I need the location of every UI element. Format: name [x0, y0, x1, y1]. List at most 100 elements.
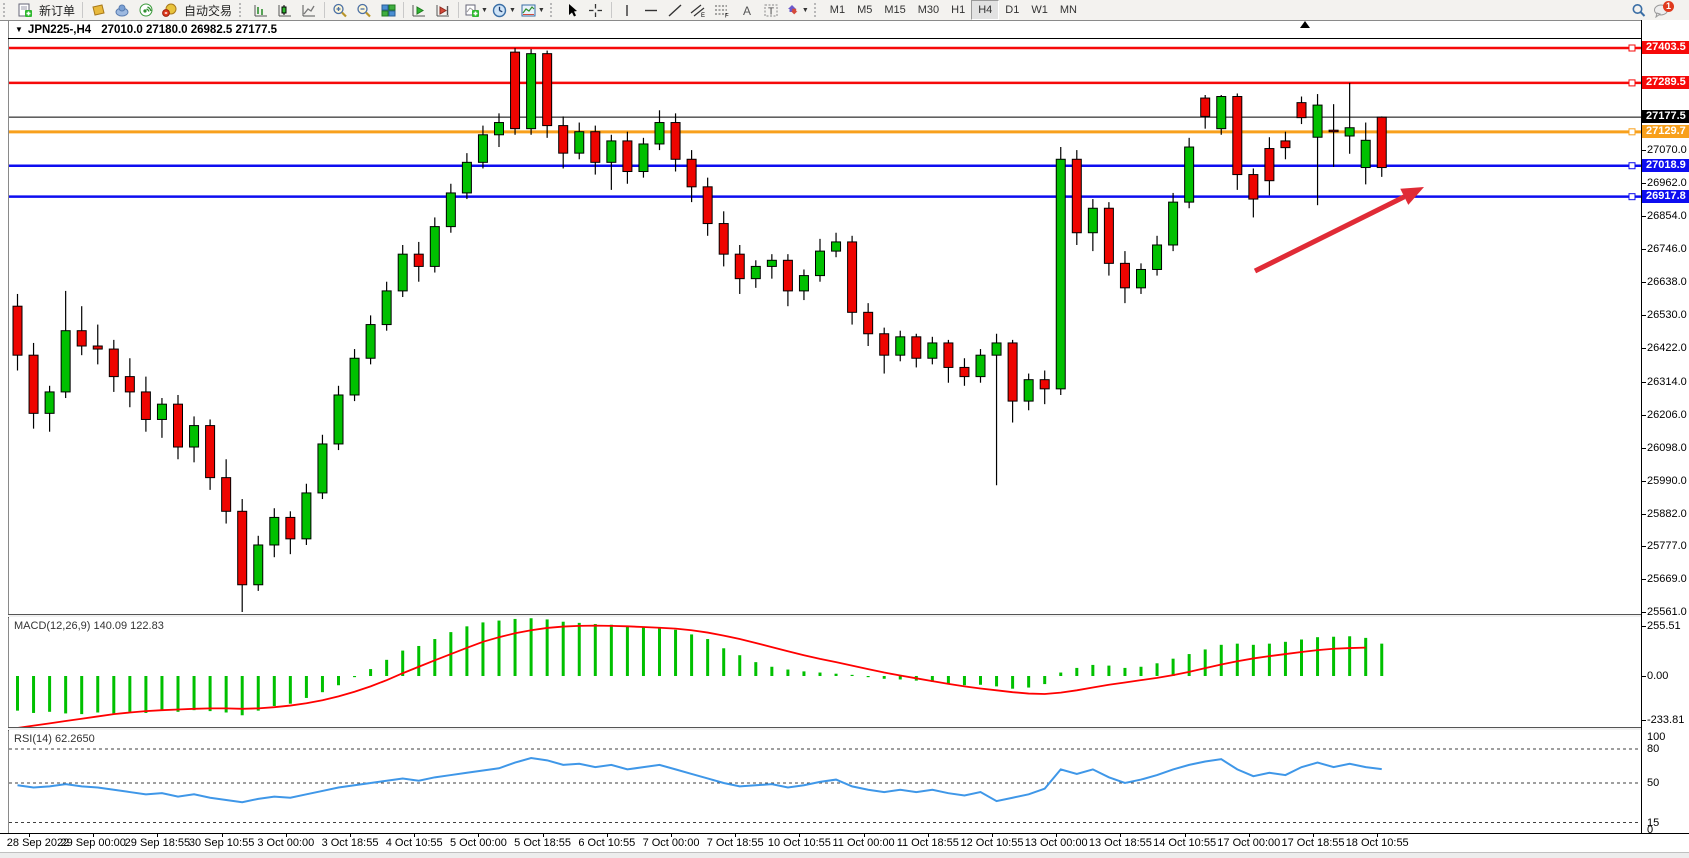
time-axis-label: 3 Oct 18:55 [321, 837, 379, 849]
tile-windows-button[interactable] [376, 1, 400, 19]
svg-text:F: F [725, 13, 729, 18]
fibonacci-tool-button[interactable]: F [711, 1, 735, 19]
timeframe-m30[interactable]: M30 [917, 4, 940, 16]
bull-candle [574, 131, 585, 154]
horizontal-scrollbar[interactable] [0, 852, 1689, 858]
timeframe-mn[interactable]: MN [1059, 4, 1077, 16]
bull-candle [975, 354, 986, 378]
bear-candle [221, 477, 232, 512]
search-button[interactable] [1627, 1, 1651, 19]
timeframe-m5[interactable]: M5 [857, 4, 873, 16]
zoom-in-button[interactable] [328, 1, 352, 19]
bear-candle [702, 186, 713, 225]
new-order-label[interactable]: 新订单 [39, 3, 76, 18]
timeframe-group: M1 M5 M15 M30 H1 H4 D1 W1 MN [824, 0, 1083, 20]
add-indicator-button[interactable]: ▼ [462, 1, 490, 19]
bear-candle [1007, 342, 1018, 402]
periods-button[interactable]: ▼ [490, 1, 518, 19]
bull-candle [1168, 201, 1179, 246]
bear-candle [28, 354, 39, 414]
chart-shift-button[interactable] [431, 1, 455, 19]
new-order-button[interactable] [13, 1, 37, 19]
time-axis-label: 5 Oct 00:00 [449, 837, 507, 849]
text-label-icon: T [764, 4, 778, 17]
scroll-to-end-marker[interactable] [1300, 21, 1310, 28]
macd-scale-label: -233.81 [1647, 714, 1685, 726]
price-line-badge: 27403.5 [1642, 41, 1689, 54]
rsi-pane[interactable] [9, 730, 1641, 833]
bull-candle [333, 394, 344, 445]
chart-window: ▼ JPN225-,H4 27010.0 27180.0 26982.5 271… [0, 20, 1689, 858]
candlestick-chart-icon [278, 4, 292, 16]
bear-candle [879, 333, 890, 356]
cursor-tool-button[interactable] [560, 1, 584, 19]
main-toolbar: 新订单 自动交易 [0, 0, 1689, 21]
time-axis-label: 13 Oct 18:55 [1088, 837, 1152, 849]
add-indicator-icon [465, 4, 480, 17]
macd-pane[interactable] [9, 617, 1641, 727]
timeframe-m15[interactable]: M15 [884, 4, 906, 16]
bear-candle [686, 158, 697, 188]
market-watch-icon [91, 4, 105, 16]
text-tool-button[interactable]: A [735, 1, 759, 19]
plot-top-border [8, 38, 1689, 39]
channel-tool-button[interactable]: E [687, 1, 711, 19]
time-axis[interactable]: 28 Sep 2022 29 Sep 00:00 29 Sep 18:55 30 Se… [0, 833, 1689, 852]
time-axis-label: 12 Oct 10:55 [960, 837, 1024, 849]
hline-anchor [1628, 162, 1636, 170]
templates-icon [521, 4, 536, 16]
bear-candle [943, 342, 954, 368]
arrows-tool-button[interactable]: ▼ [783, 1, 811, 19]
auto-scroll-button[interactable] [407, 1, 431, 19]
market-watch-button[interactable] [86, 1, 110, 19]
bull-candle [798, 275, 809, 292]
bull-candle [1055, 158, 1066, 390]
price-line-badge: 27129.7 [1642, 124, 1689, 138]
bull-candle [1312, 104, 1323, 138]
timeframe-h4[interactable]: H4 [971, 0, 1000, 20]
signals-button[interactable] [134, 1, 158, 19]
new-order-icon [18, 3, 32, 17]
price-line-badge: 27289.5 [1642, 75, 1689, 89]
timeframe-w1[interactable]: W1 [1031, 4, 1048, 16]
vertical-line-tool-button[interactable] [615, 1, 639, 19]
time-axis-label: 28 Sep 2022 [6, 837, 70, 849]
macd-scale-label: 255.51 [1647, 620, 1681, 632]
templates-button[interactable]: ▼ [518, 1, 547, 19]
bull-candle [1184, 146, 1195, 203]
community-button[interactable] [110, 1, 134, 19]
price-tick-label: 26638.0 [1647, 276, 1687, 289]
timeframe-m1[interactable]: M1 [829, 4, 846, 16]
price-tick-label: 25669.0 [1647, 572, 1687, 585]
trendline-tool-button[interactable] [663, 1, 687, 19]
zoom-out-button[interactable] [352, 1, 376, 19]
bull-candle [44, 391, 55, 414]
bull-candle [60, 330, 71, 393]
price-chart-pane[interactable] [9, 39, 1641, 614]
price-axis[interactable]: 27070.0 26962.0 26854.0 26746.0 26638.0 26530… [1641, 20, 1689, 851]
bar-chart-button[interactable] [249, 1, 273, 19]
line-chart-button[interactable] [297, 1, 321, 19]
svg-text:E: E [701, 13, 705, 18]
bull-candle [429, 226, 440, 267]
chart-dropdown-icon[interactable]: ▼ [15, 25, 23, 34]
hline-anchor [1628, 44, 1636, 52]
candlestick-chart-button[interactable] [273, 1, 297, 19]
chat-button[interactable]: 1 [1651, 0, 1683, 19]
bear-candle [1376, 116, 1387, 169]
fibonacci-icon: F [715, 5, 729, 18]
bear-candle [782, 259, 793, 292]
autotrade-button[interactable] [158, 1, 182, 19]
autotrade-label[interactable]: 自动交易 [184, 3, 233, 18]
rsi-scale-label: 15 [1647, 816, 1660, 829]
macd-scale-label: 0.00 [1647, 670, 1669, 682]
bull-candle [766, 259, 777, 267]
timeframe-d1[interactable]: D1 [1005, 4, 1020, 16]
timeframe-h1[interactable]: H1 [951, 4, 966, 16]
crosshair-tool-button[interactable] [584, 1, 608, 19]
bull-candle [461, 161, 472, 194]
bull-candle [831, 241, 842, 252]
text-label-tool-button[interactable]: T [759, 1, 783, 19]
horizontal-line-tool-button[interactable] [639, 1, 663, 19]
price-tick-label: 26746.0 [1647, 243, 1687, 256]
